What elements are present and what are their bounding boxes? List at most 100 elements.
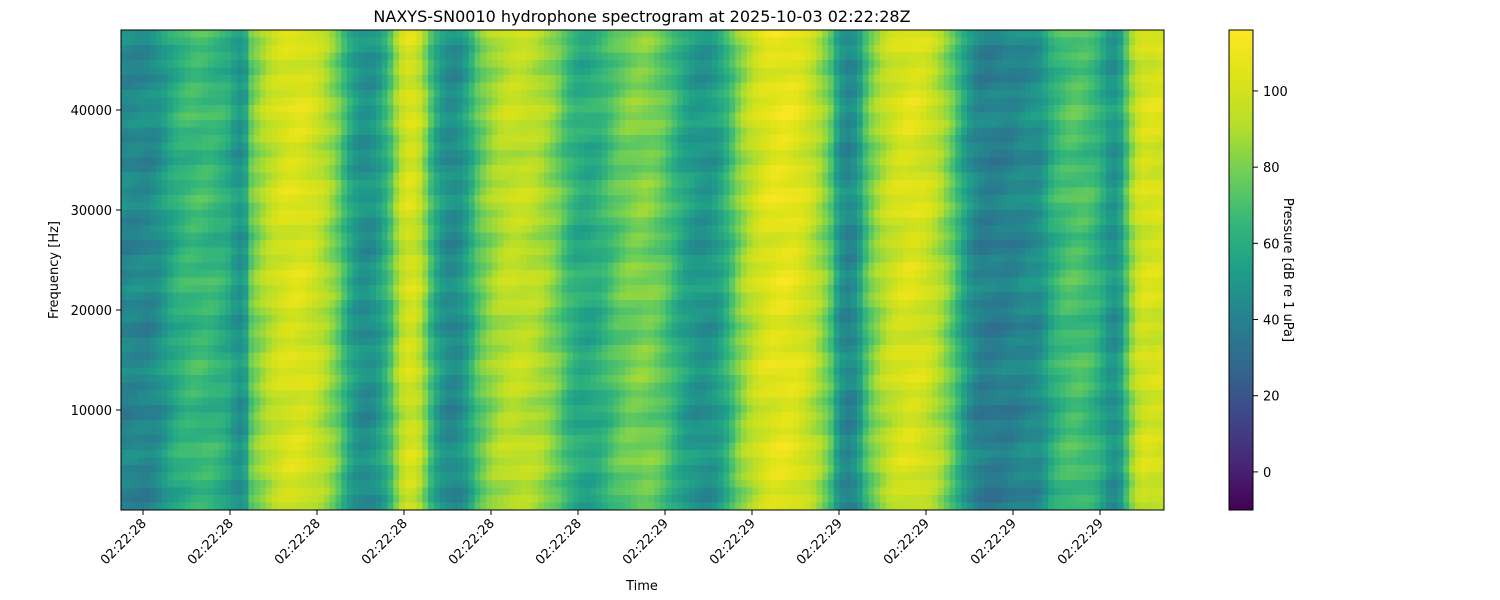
heatmap-cell xyxy=(213,277,221,286)
heatmap-cell xyxy=(352,157,360,166)
heatmap-cell xyxy=(248,285,255,294)
heatmap-cell xyxy=(509,465,516,474)
heatmap-cell xyxy=(358,360,365,369)
heatmap-cell xyxy=(306,165,313,174)
heatmap-cell xyxy=(416,345,423,354)
heatmap-cell xyxy=(375,225,383,234)
heatmap-cell xyxy=(497,202,505,211)
heatmap-cell xyxy=(561,30,568,39)
heatmap-cell xyxy=(497,450,505,459)
heatmap-cell xyxy=(318,112,325,121)
heatmap-cell xyxy=(300,157,308,166)
heatmap-cell xyxy=(144,142,151,151)
heatmap-cell xyxy=(457,330,464,339)
heatmap-cell xyxy=(543,427,551,436)
heatmap-cell xyxy=(526,472,533,481)
heatmap-cell xyxy=(491,135,499,144)
heatmap-cell xyxy=(202,405,209,414)
heatmap-cell xyxy=(352,307,360,316)
heatmap-cell xyxy=(457,315,464,324)
heatmap-cell xyxy=(155,495,163,504)
heatmap-cell xyxy=(520,300,528,309)
heatmap-cell xyxy=(202,157,209,166)
heatmap-cell xyxy=(526,502,533,510)
heatmap-cell xyxy=(126,217,134,226)
heatmap-cell xyxy=(509,480,516,489)
heatmap-cell xyxy=(433,487,441,496)
heatmap-cell xyxy=(462,120,470,129)
heatmap-cell xyxy=(462,255,470,264)
heatmap-cell xyxy=(161,120,168,129)
heatmap-cell xyxy=(225,300,232,309)
heatmap-cell xyxy=(543,457,551,466)
heatmap-cell xyxy=(231,142,238,151)
heatmap-cell xyxy=(236,52,244,61)
heatmap-cell xyxy=(515,247,522,256)
heatmap-cell xyxy=(555,37,562,46)
heatmap-cell xyxy=(260,232,267,241)
heatmap-cell xyxy=(144,442,151,451)
heatmap-cell xyxy=(138,382,145,391)
heatmap-cell xyxy=(555,52,562,61)
heatmap-cell xyxy=(532,127,539,136)
heatmap-cell xyxy=(503,75,510,84)
heatmap-cell xyxy=(538,495,545,504)
heatmap-cell xyxy=(410,300,418,309)
heatmap-cell xyxy=(433,495,441,504)
heatmap-cell xyxy=(271,345,279,354)
heatmap-cell xyxy=(416,202,423,211)
heatmap-cell xyxy=(370,202,377,211)
heatmap-cell xyxy=(549,127,557,136)
heatmap-cell xyxy=(399,435,406,444)
heatmap-cell xyxy=(318,232,325,241)
heatmap-cell xyxy=(451,375,458,384)
heatmap-cell xyxy=(341,450,348,459)
heatmap-cell xyxy=(393,255,400,264)
heatmap-cell xyxy=(381,142,389,151)
heatmap-cell xyxy=(213,300,221,309)
heatmap-cell xyxy=(381,45,389,54)
heatmap-cell xyxy=(543,345,551,354)
heatmap-cell xyxy=(370,315,377,324)
heatmap-cell xyxy=(549,240,557,249)
heatmap-cell xyxy=(144,487,151,496)
heatmap-cell xyxy=(439,412,447,421)
heatmap-cell xyxy=(445,390,452,399)
heatmap-cell xyxy=(352,442,360,451)
heatmap-cell xyxy=(352,472,360,481)
heatmap-cell xyxy=(567,345,574,354)
heatmap-cell xyxy=(335,450,342,459)
heatmap-cell xyxy=(346,240,354,249)
heatmap-cell xyxy=(491,150,499,159)
heatmap-cell xyxy=(387,225,394,234)
heatmap-cell xyxy=(416,60,423,69)
heatmap-cell xyxy=(364,465,371,474)
heatmap-cell xyxy=(439,90,447,99)
heatmap-cell xyxy=(462,442,470,451)
heatmap-cell xyxy=(132,255,139,264)
heatmap-cell xyxy=(352,367,360,376)
heatmap-cell xyxy=(149,75,157,84)
heatmap-cell xyxy=(121,405,128,414)
heatmap-cell xyxy=(393,405,400,414)
heatmap-cell xyxy=(335,232,342,241)
heatmap-cell xyxy=(422,420,429,429)
heatmap-cell xyxy=(526,270,533,279)
heatmap-cell xyxy=(306,465,313,474)
heatmap-cell xyxy=(428,262,435,271)
heatmap-cell xyxy=(335,457,342,466)
heatmap-cell xyxy=(178,180,186,189)
heatmap-cell xyxy=(433,52,441,61)
heatmap-cell xyxy=(428,367,435,376)
heatmap-cell xyxy=(352,180,360,189)
heatmap-cell xyxy=(149,375,157,384)
heatmap-cell xyxy=(178,390,186,399)
heatmap-cell xyxy=(555,495,562,504)
heatmap-cell xyxy=(399,45,406,54)
heatmap-cell xyxy=(236,165,244,174)
heatmap-cell xyxy=(155,37,163,46)
heatmap-cell xyxy=(486,150,493,159)
heatmap-cell xyxy=(242,135,250,144)
heatmap-cell xyxy=(451,465,458,474)
heatmap-cell xyxy=(480,127,487,136)
